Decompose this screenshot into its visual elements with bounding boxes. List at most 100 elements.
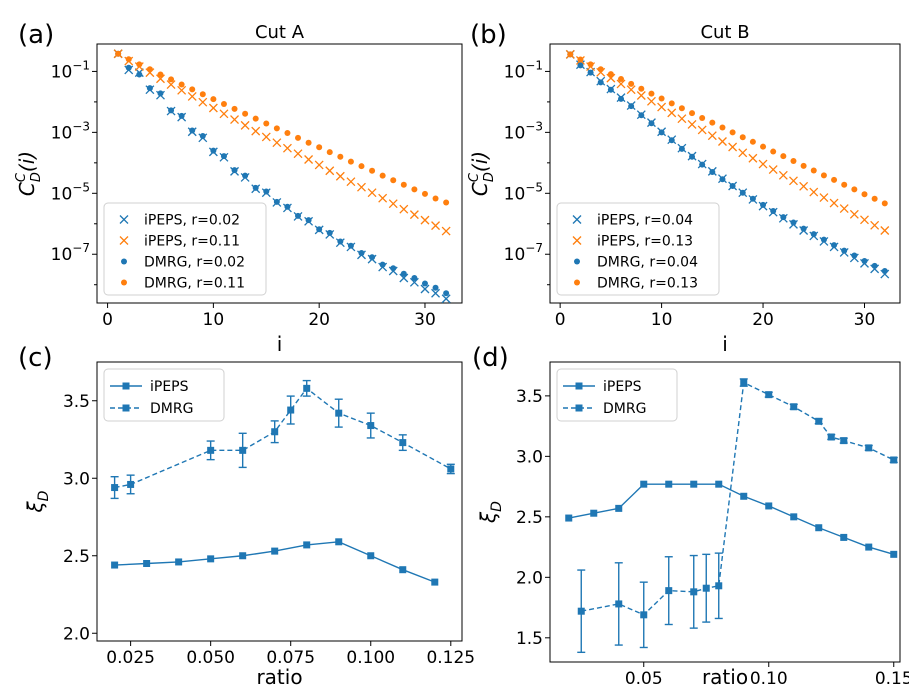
legend-marker-square	[122, 404, 130, 412]
y-axis-label-text: CCD(i)	[14, 151, 44, 196]
y-tick-label: 2.0	[63, 624, 90, 644]
legend-label: DMRG	[603, 401, 646, 417]
marker-x-b	[718, 137, 727, 146]
marker-x-b	[431, 221, 441, 231]
legend-marker-x-b	[119, 236, 129, 245]
series-0	[565, 480, 898, 558]
marker-x	[697, 125, 707, 135]
legend-marker-dot	[574, 258, 580, 265]
marker-dot	[379, 261, 386, 268]
marker-dot	[157, 71, 164, 78]
marker-dot	[252, 115, 259, 122]
legend-marker-dot	[121, 258, 127, 265]
y-axis-label: CCD(i)	[467, 151, 497, 196]
marker-dot	[369, 167, 376, 174]
marker-dot	[597, 66, 604, 73]
x-tick-label: 0.025	[106, 648, 155, 668]
marker-dot	[199, 91, 206, 98]
marker-x-b	[261, 132, 271, 142]
marker-dot	[210, 147, 217, 154]
marker-dot	[231, 167, 238, 174]
series-2	[567, 51, 888, 275]
marker-x	[441, 226, 451, 236]
marker-x	[728, 142, 738, 152]
marker-x-b	[367, 188, 377, 198]
series-1	[577, 378, 898, 654]
marker-dot	[379, 172, 386, 179]
marker-dot	[871, 262, 878, 269]
plot-frame	[96, 43, 463, 304]
plot-frame	[549, 43, 901, 304]
marker-x	[738, 148, 748, 158]
marker-dot	[337, 238, 344, 245]
marker-dot	[729, 129, 736, 136]
marker-x	[420, 284, 430, 294]
marker-x-b	[849, 209, 859, 219]
marker-x	[409, 277, 419, 287]
marker-square	[690, 480, 698, 488]
legend-marker-x	[119, 236, 129, 245]
marker-dot	[220, 153, 227, 160]
marker-square	[615, 600, 623, 608]
marker-x	[230, 115, 239, 125]
marker-x-b	[198, 97, 208, 107]
marker-dot	[770, 207, 777, 214]
marker-x-b	[728, 142, 738, 152]
marker-dot	[770, 148, 777, 155]
marker-square	[565, 514, 573, 522]
y-tick-label: 1.5	[516, 629, 543, 649]
x-tick-label: 0.075	[266, 648, 315, 668]
marker-x	[687, 119, 697, 129]
legend-label: DMRG	[150, 401, 193, 417]
marker-dot	[780, 214, 787, 221]
marker-x-b	[251, 126, 261, 136]
x-tick-label: 0.125	[426, 648, 475, 668]
marker-dot	[841, 247, 848, 254]
marker-dot	[597, 79, 604, 86]
legend-marker-square	[575, 404, 583, 412]
marker-dot	[390, 265, 397, 272]
marker-x	[809, 187, 819, 197]
marker-square	[111, 484, 119, 492]
marker-x	[829, 198, 839, 208]
legend-marker-x	[119, 215, 129, 224]
marker-dot	[851, 252, 858, 259]
y-tick-label: 10−7	[51, 241, 90, 265]
marker-dot	[347, 158, 354, 165]
marker-x-b	[409, 277, 419, 287]
marker-x	[677, 114, 687, 124]
marker-x-b	[829, 198, 839, 208]
marker-square	[143, 560, 151, 567]
marker-dot	[658, 129, 665, 136]
marker-square	[271, 428, 279, 436]
marker-x-b	[230, 115, 239, 125]
y-tick-label: 10−1	[51, 58, 90, 82]
marker-x-b	[219, 109, 229, 119]
legend-marker-x-b	[572, 236, 582, 245]
legend-marker-x-b	[119, 215, 129, 224]
marker-x	[177, 85, 187, 95]
marker-square	[577, 607, 585, 615]
marker-x-b	[697, 125, 707, 135]
marker-x	[626, 85, 636, 95]
marker-square	[447, 465, 455, 473]
marker-dot	[242, 110, 249, 117]
marker-x	[636, 91, 646, 100]
marker-dot	[881, 200, 888, 207]
legend-marker-dot	[121, 279, 127, 286]
y-tick-label: 3.5	[516, 387, 543, 407]
marker-dot	[358, 250, 365, 257]
marker-x	[187, 91, 197, 101]
marker-x-b	[441, 294, 451, 304]
marker-square	[865, 543, 873, 551]
marker-x	[420, 215, 430, 225]
marker-square	[865, 444, 873, 452]
panel-label: (a)	[18, 20, 54, 50]
marker-x-b	[687, 119, 697, 129]
marker-dot	[739, 189, 746, 196]
x-axis-label: ratio	[256, 665, 302, 688]
panel-label: (c)	[18, 343, 53, 373]
marker-dot	[567, 51, 574, 58]
marker-dot	[168, 76, 175, 83]
y-tick-label: 10−7	[504, 241, 543, 265]
